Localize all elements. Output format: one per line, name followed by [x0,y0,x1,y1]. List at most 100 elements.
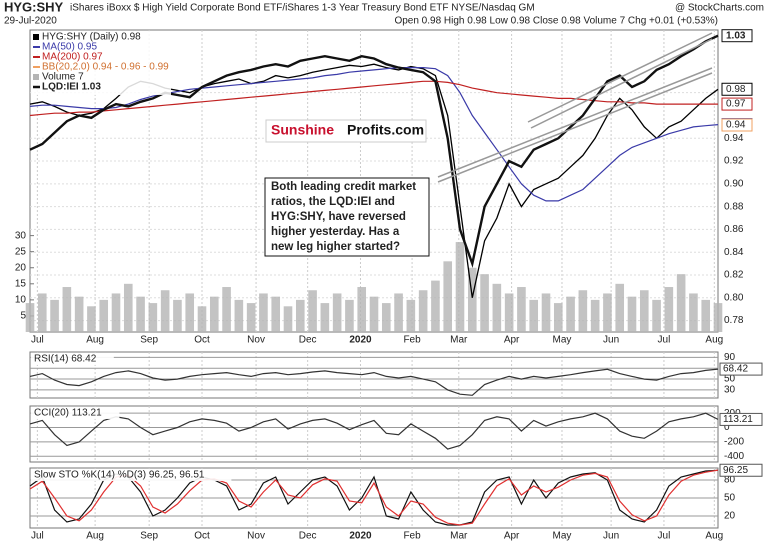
volume-bar [197,306,207,332]
last-value-label: 96.25 [723,465,748,476]
y-tick-label: 0.78 [724,315,744,326]
logo-box [265,119,427,143]
source: @ StockCharts.com [675,3,764,14]
volume-bar [283,306,293,332]
y-tick-label: 20 [724,511,736,522]
legend-entry: Slow STO %K(14) %D(3) 96.25, 96.51 [34,470,205,481]
legend-swatch [33,34,39,40]
x-tick-label: Nov [247,335,265,346]
volume-bar [99,299,109,332]
volume-bar [406,299,416,332]
y-tick-label: 0.90 [724,178,744,189]
y-tick-label: 0 [724,422,730,433]
volume-bar [25,303,35,332]
volume-bar [209,296,219,332]
x-tick-label: Feb [403,531,421,542]
volume-bar [455,242,465,332]
series-line [29,368,719,396]
volume-bar [480,274,489,332]
volume-bar [701,299,711,332]
y-tick-label: 80 [724,475,736,486]
legend-entry: CCI(20) 113.21 [34,408,102,419]
last-value-label: 0.97 [726,99,746,110]
x-tick-label: Dec [299,531,317,542]
volume-bar [664,287,674,332]
y-tick-label: -400 [724,451,744,462]
annotation-line: HYG:SHY, have reversed [271,211,406,223]
last-value-box [721,97,753,111]
y2-tick-label: 15 [15,278,27,289]
annotation-line: Both leading credit market [271,181,416,193]
last-value-label: 68.42 [723,364,748,375]
volume-bar [62,287,72,332]
x-tick-label: Oct [194,531,210,542]
volume-bar [87,306,96,332]
trendlines [437,32,713,183]
volume-bar [553,303,563,332]
y2-tick-label: 5 [20,311,26,322]
y-tick-label: 0.82 [724,270,744,281]
trendline [437,72,713,183]
legend-entry: RSI(14) 68.42 [34,354,97,365]
volume-bar [566,296,575,332]
last-value-box [721,82,753,96]
legend: HYG:SHY (Daily) 0.98 MA(50) 0.95 MA(200)… [31,31,171,95]
y-tick-label: 0.92 [724,156,744,167]
volume-bar [222,287,231,332]
last-value-box [721,29,753,43]
x-tick-label: Aug [705,335,723,346]
bb-label-text: 0.94 [726,120,746,131]
volume-bar [431,280,440,332]
volume-bar [37,293,47,332]
volume-bar [246,303,256,332]
panels: 0.78 0.80 0.82 0.84 0.86 0.88 0.90 0.92 0.94 0.98… [15,29,763,542]
annotation-box [264,177,430,257]
volume-bar [295,299,305,332]
legend-box [31,31,171,95]
volume-bar [136,296,145,332]
volume-bar [590,299,600,332]
volume-bar [492,283,502,332]
volume-bar [234,299,244,332]
last-value-label: 0.98 [726,84,746,95]
legend-entry: BB(20,2.0) 0.94 - 0.96 - 0.99 [42,62,169,73]
annotation-line: new leg higher started? [271,241,400,253]
volume-bar [517,287,526,332]
y2-tick-label: 20 [15,262,27,273]
x-tick-label: Sep [140,335,158,346]
volume-bar [689,293,698,332]
x-tick-label: Mar [450,335,468,346]
x-tick-label: Oct [194,335,210,346]
annotation: Both leading credit market ratios, the L… [264,177,430,257]
quote: Open 0.98 High 0.98 Low 0.98 Close 0.98 … [394,16,718,27]
x-tick-label: Dec [299,335,317,346]
volume-bar [615,283,625,332]
legend-entry: MA(200) 0.97 [42,52,103,63]
x-tick-label: 2020 [349,531,372,542]
x-tick-label: Apr [504,531,520,542]
volume-bar [504,293,514,332]
volume-bar [50,299,59,332]
legend-box [31,469,232,481]
y-tick-label: 0.88 [724,201,744,212]
logo-text: Profits.com [347,122,424,138]
volume-bar [320,303,330,332]
logo-text: Sunshine [271,122,334,138]
trendline [530,38,713,129]
y-tick-label: 0.80 [724,292,744,303]
volume-bar [148,303,158,332]
annotation-line: higher yesterday. Has a [271,226,400,238]
last-value-label: 113.21 [723,414,753,425]
legend-entry: Volume 7 [42,72,84,83]
volume-bar [173,299,182,332]
x-tick-label: May [553,531,572,542]
bb-label: 0.94 [721,118,753,132]
x-tick-label: Mar [450,531,468,542]
volume-bar [111,293,121,332]
x-tick-label: Jun [603,335,619,346]
x-tick-label: Jul [31,335,44,346]
x-tick-label: Jun [603,531,619,542]
series-line [29,80,718,117]
x-tick-label: Aug [86,531,104,542]
